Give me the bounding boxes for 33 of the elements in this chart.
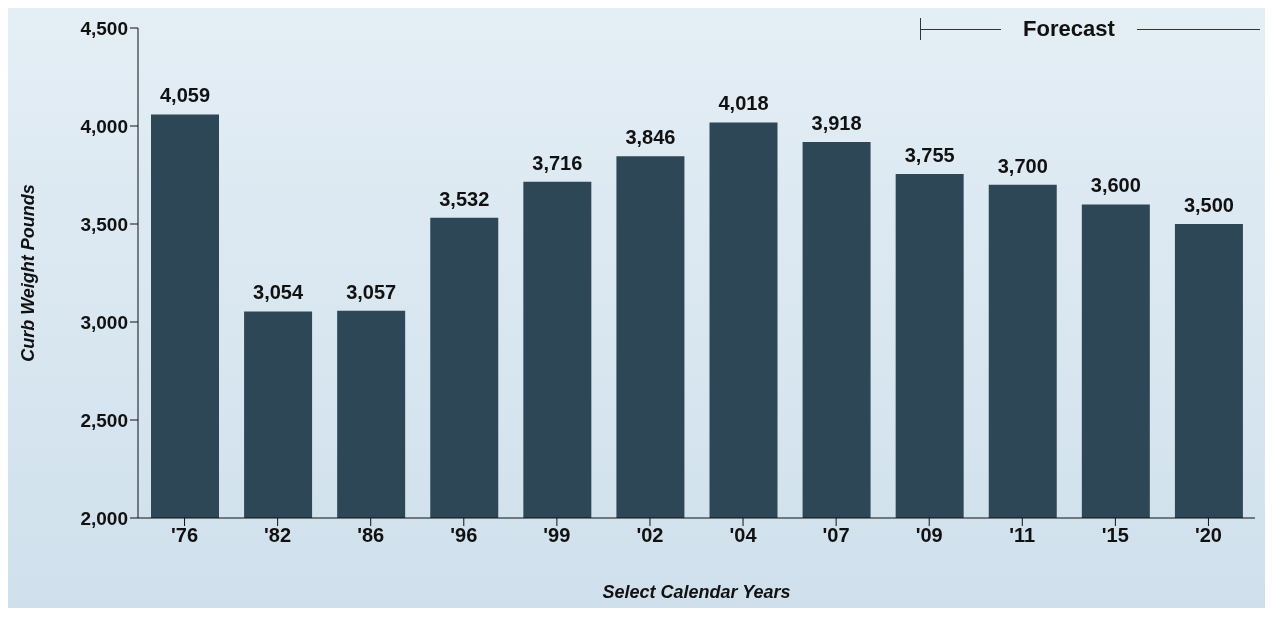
data-label: 3,918	[811, 112, 862, 135]
y-axis-title: Curb Weight Pounds	[18, 184, 39, 362]
x-tick-label: '09	[915, 524, 943, 547]
data-label: 3,054	[253, 281, 304, 304]
x-tick-label: '15	[1101, 524, 1129, 547]
annotation: Forecast	[1022, 16, 1116, 42]
x-tick-label: '02	[636, 524, 664, 547]
data-label: 4,059	[159, 84, 211, 107]
data-label: 3,600	[1090, 174, 1141, 197]
data-label: 3,057	[346, 280, 397, 303]
data-label: 3,500	[1183, 194, 1234, 216]
x-tick-label: '76	[171, 524, 199, 547]
y-tick-label: 4,500	[80, 17, 128, 39]
x-tick-label: '96	[450, 524, 478, 547]
data-label: 4,018	[718, 92, 769, 115]
x-tick-label: '86	[357, 524, 385, 547]
x-tick-label: '20	[1194, 524, 1222, 547]
y-tick-label: 3,000	[80, 311, 128, 333]
data-label: 3,716	[532, 151, 583, 174]
y-tick-label: 4,000	[80, 115, 128, 137]
x-tick-label: '99	[543, 524, 571, 547]
y-tick-label: 2,500	[80, 409, 128, 431]
x-tick-label: '04	[729, 524, 758, 547]
x-tick-label: '07	[822, 524, 850, 547]
x-tick-label: '82	[264, 524, 292, 547]
data-label: 3,755	[904, 144, 955, 167]
data-label: 3,700	[997, 154, 1048, 177]
y-tick-label: 3,500	[80, 213, 128, 235]
y-tick-label: 2,000	[80, 507, 128, 529]
data-label: 3,846	[625, 126, 676, 149]
data-label: 3,532	[439, 187, 490, 210]
x-tick-label: '11	[1009, 524, 1036, 547]
x-axis-title: Select Calendar Years	[602, 582, 791, 602]
